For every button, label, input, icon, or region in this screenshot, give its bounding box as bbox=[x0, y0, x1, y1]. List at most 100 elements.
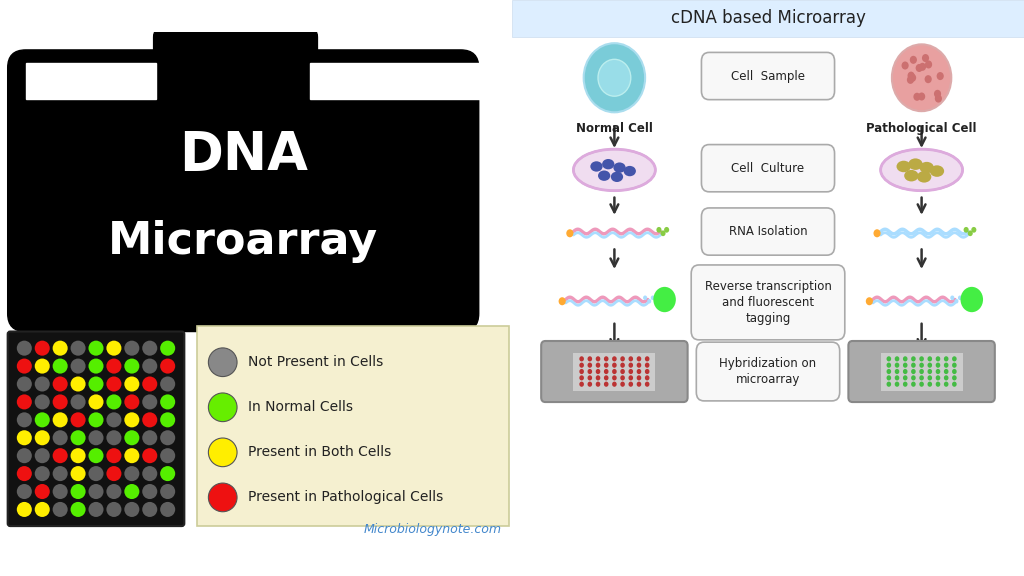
Ellipse shape bbox=[590, 161, 602, 172]
Circle shape bbox=[958, 295, 963, 300]
Circle shape bbox=[588, 376, 592, 381]
Circle shape bbox=[612, 369, 616, 374]
Ellipse shape bbox=[918, 171, 932, 183]
Circle shape bbox=[35, 484, 50, 499]
FancyBboxPatch shape bbox=[8, 50, 479, 332]
Circle shape bbox=[588, 356, 592, 362]
FancyBboxPatch shape bbox=[573, 353, 655, 391]
Circle shape bbox=[911, 382, 915, 387]
Circle shape bbox=[88, 377, 103, 392]
Circle shape bbox=[645, 369, 649, 374]
Circle shape bbox=[637, 382, 641, 387]
Circle shape bbox=[920, 356, 924, 362]
Circle shape bbox=[922, 54, 929, 62]
Circle shape bbox=[106, 502, 122, 517]
Circle shape bbox=[604, 356, 608, 362]
Circle shape bbox=[647, 299, 651, 304]
Text: Normal Cell: Normal Cell bbox=[575, 122, 653, 135]
Circle shape bbox=[35, 340, 50, 356]
Circle shape bbox=[88, 502, 103, 517]
Circle shape bbox=[645, 356, 649, 362]
Ellipse shape bbox=[904, 170, 919, 181]
Text: Pathological Cell: Pathological Cell bbox=[866, 122, 977, 135]
Circle shape bbox=[209, 483, 238, 511]
Circle shape bbox=[596, 382, 600, 387]
Circle shape bbox=[106, 448, 122, 463]
Circle shape bbox=[911, 376, 915, 381]
Circle shape bbox=[52, 502, 68, 517]
Text: In Normal Cells: In Normal Cells bbox=[248, 400, 353, 414]
Circle shape bbox=[16, 430, 32, 445]
Circle shape bbox=[580, 363, 584, 368]
FancyBboxPatch shape bbox=[701, 145, 835, 192]
Circle shape bbox=[919, 63, 926, 71]
FancyBboxPatch shape bbox=[691, 265, 845, 340]
FancyBboxPatch shape bbox=[848, 341, 995, 402]
FancyBboxPatch shape bbox=[701, 52, 835, 100]
Circle shape bbox=[920, 376, 924, 381]
Circle shape bbox=[88, 484, 103, 499]
Circle shape bbox=[35, 502, 50, 517]
Circle shape bbox=[35, 358, 50, 374]
Circle shape bbox=[604, 382, 608, 387]
Circle shape bbox=[598, 59, 631, 96]
Ellipse shape bbox=[881, 149, 963, 191]
Circle shape bbox=[887, 356, 891, 362]
Circle shape bbox=[936, 363, 940, 368]
Circle shape bbox=[16, 502, 32, 517]
FancyBboxPatch shape bbox=[696, 342, 840, 401]
Text: Cell  Culture: Cell Culture bbox=[731, 162, 805, 175]
Text: Present in Both Cells: Present in Both Cells bbox=[248, 445, 391, 459]
Circle shape bbox=[972, 227, 977, 233]
Circle shape bbox=[584, 43, 645, 112]
Circle shape bbox=[580, 356, 584, 362]
Circle shape bbox=[124, 448, 139, 463]
Text: Not Present in Cells: Not Present in Cells bbox=[248, 355, 384, 369]
Circle shape bbox=[580, 376, 584, 381]
Circle shape bbox=[142, 412, 158, 427]
Ellipse shape bbox=[573, 149, 655, 191]
Circle shape bbox=[160, 466, 175, 481]
Circle shape bbox=[928, 382, 932, 387]
Circle shape bbox=[88, 466, 103, 481]
Circle shape bbox=[621, 376, 625, 381]
Circle shape bbox=[52, 484, 68, 499]
Circle shape bbox=[651, 295, 655, 300]
Circle shape bbox=[944, 369, 948, 374]
Circle shape bbox=[895, 363, 899, 368]
Circle shape bbox=[895, 376, 899, 381]
Circle shape bbox=[604, 363, 608, 368]
Circle shape bbox=[88, 448, 103, 463]
Circle shape bbox=[88, 430, 103, 445]
Circle shape bbox=[936, 382, 940, 387]
Circle shape bbox=[645, 382, 649, 387]
Text: Cell  Sample: Cell Sample bbox=[731, 70, 805, 82]
Circle shape bbox=[160, 502, 175, 517]
Circle shape bbox=[907, 76, 914, 84]
Circle shape bbox=[944, 363, 948, 368]
Circle shape bbox=[629, 363, 633, 368]
Circle shape bbox=[621, 356, 625, 362]
Ellipse shape bbox=[897, 161, 911, 172]
Circle shape bbox=[952, 382, 956, 387]
Circle shape bbox=[160, 395, 175, 410]
Text: Reverse transcription
and fluorescent
tagging: Reverse transcription and fluorescent ta… bbox=[705, 280, 831, 325]
Circle shape bbox=[106, 377, 122, 392]
Circle shape bbox=[124, 484, 139, 499]
Circle shape bbox=[52, 340, 68, 356]
Circle shape bbox=[106, 466, 122, 481]
Circle shape bbox=[612, 363, 616, 368]
Circle shape bbox=[653, 287, 676, 312]
Circle shape bbox=[660, 230, 666, 236]
Circle shape bbox=[919, 93, 926, 101]
Circle shape bbox=[142, 484, 158, 499]
FancyBboxPatch shape bbox=[309, 63, 481, 98]
Circle shape bbox=[596, 376, 600, 381]
Circle shape bbox=[913, 93, 921, 101]
Circle shape bbox=[142, 358, 158, 374]
Circle shape bbox=[901, 62, 908, 70]
Circle shape bbox=[52, 412, 68, 427]
Circle shape bbox=[52, 395, 68, 410]
Circle shape bbox=[588, 369, 592, 374]
Circle shape bbox=[903, 369, 907, 374]
